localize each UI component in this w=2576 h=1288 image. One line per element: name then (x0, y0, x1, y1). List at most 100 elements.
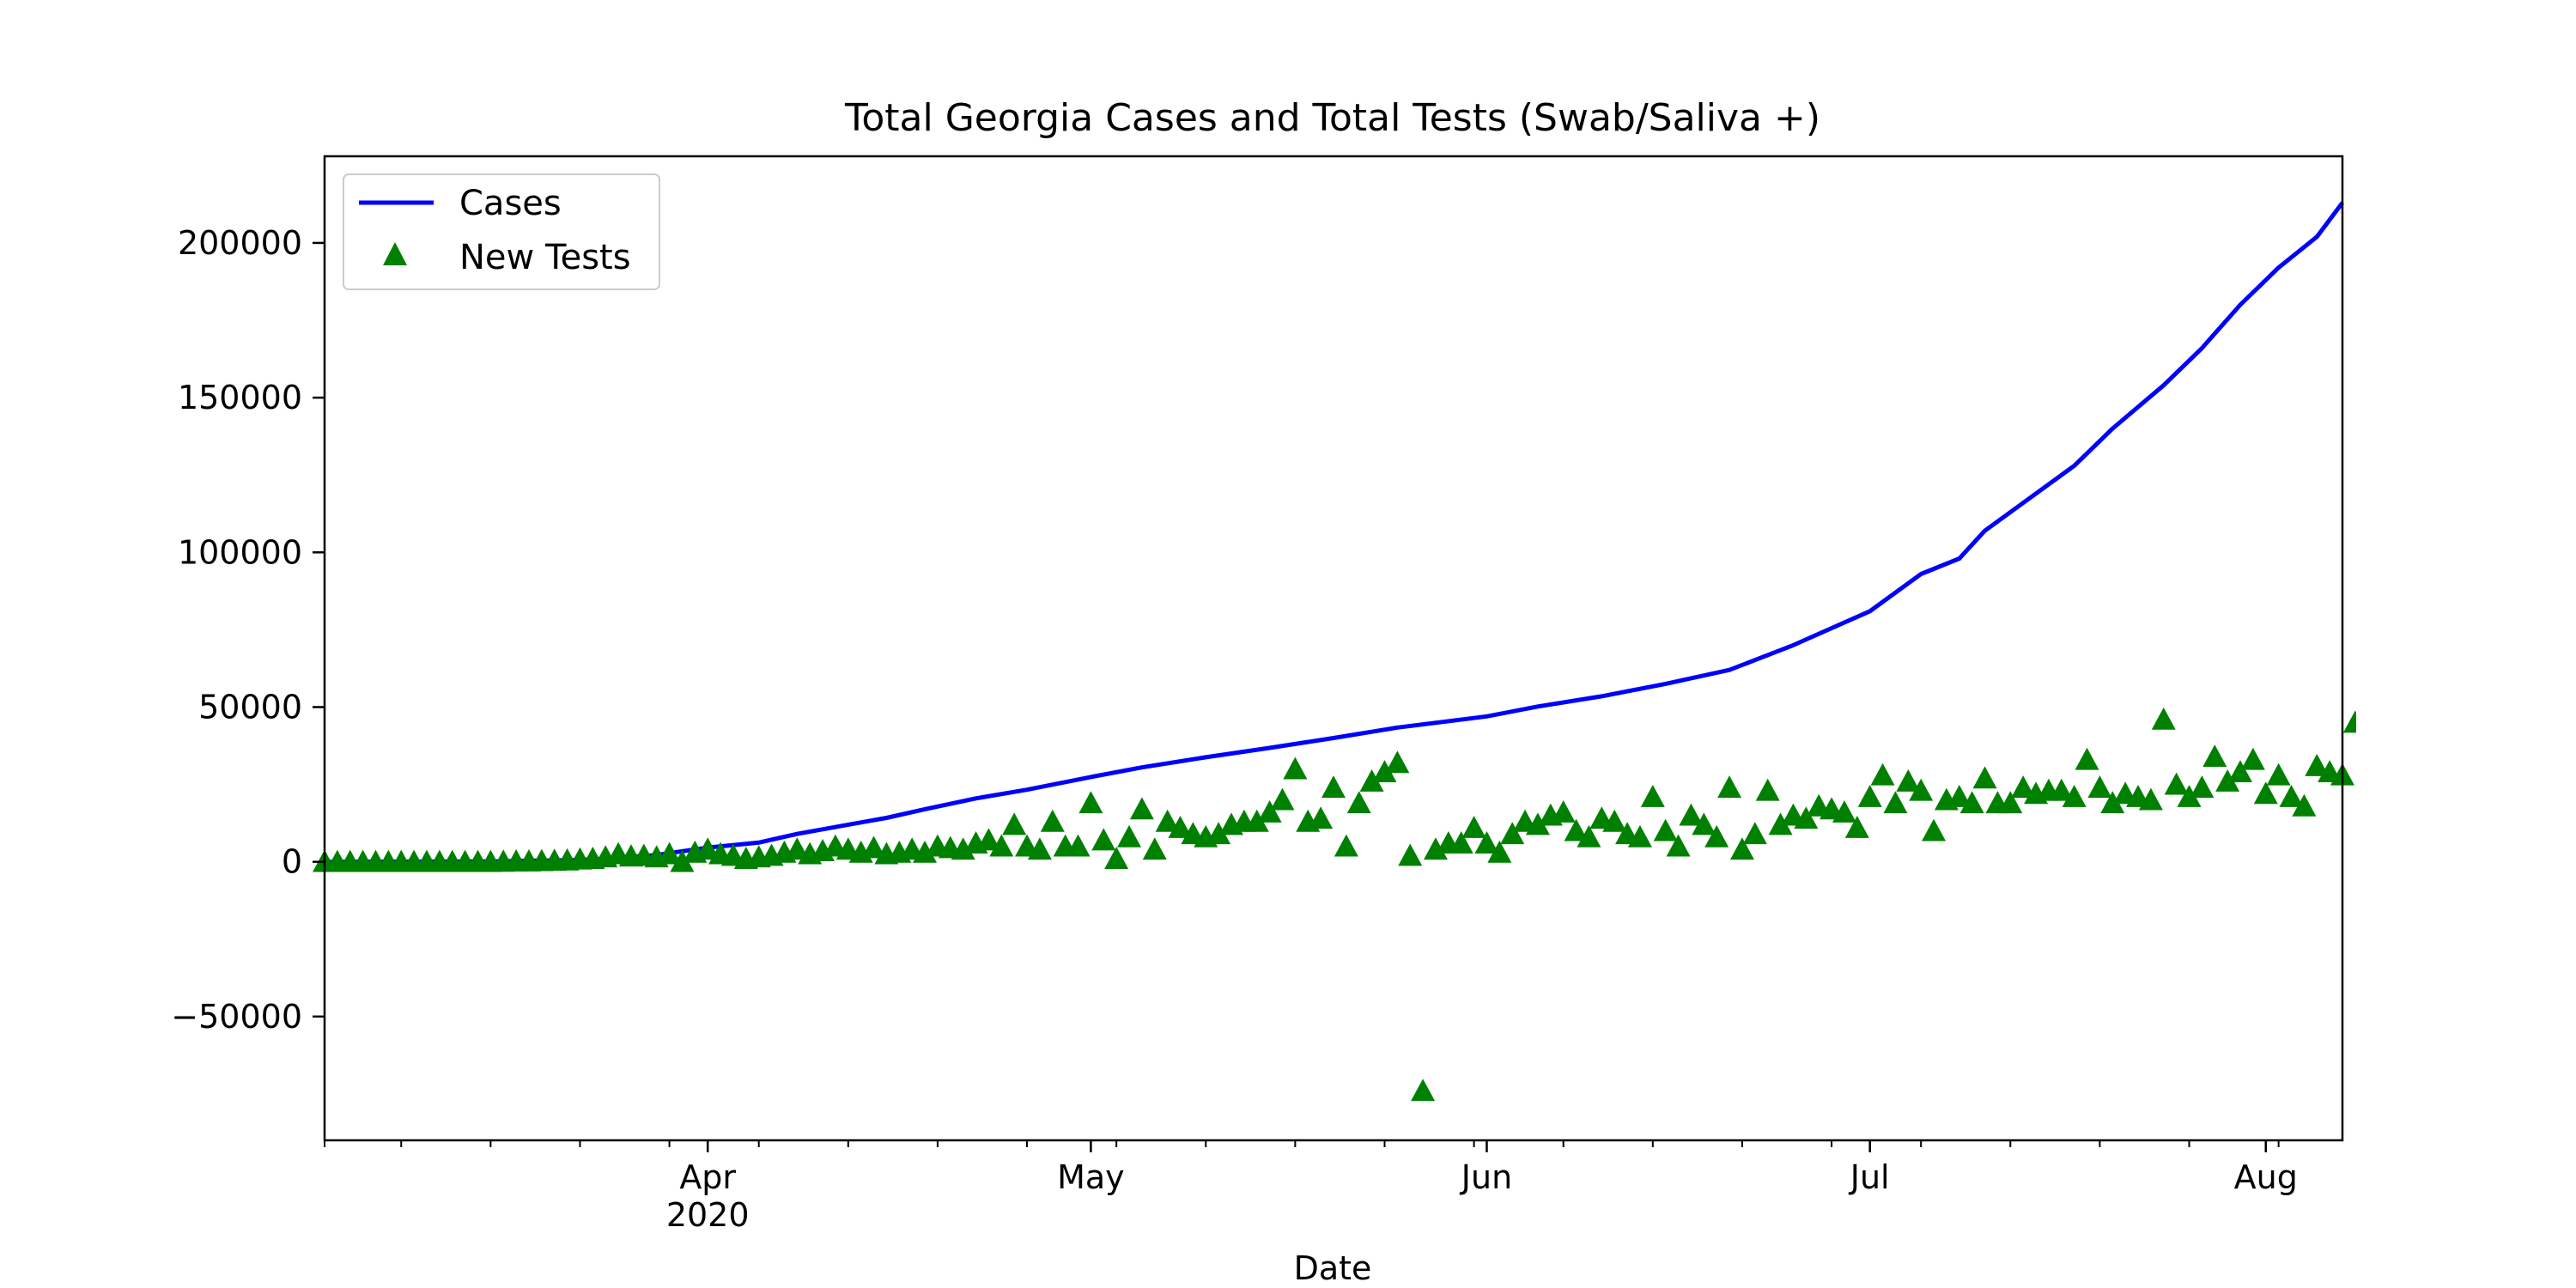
new-tests-point (1947, 784, 1971, 807)
new-tests-point (2266, 762, 2291, 786)
y-tick-label: 50000 (198, 688, 302, 726)
x-tick-sublabel: 2020 (666, 1196, 750, 1234)
new-tests-point (1129, 797, 1154, 820)
new-tests-point (1257, 800, 1282, 823)
x-tick-label: May (1057, 1158, 1125, 1196)
new-tests-point (2228, 760, 2253, 783)
new-tests-point (2253, 781, 2278, 805)
new-tests-point (1704, 824, 1729, 848)
new-tests-point (1346, 791, 1371, 814)
new-tests-point (696, 837, 720, 860)
new-tests-point (1155, 809, 1180, 832)
new-tests-point (1423, 837, 1448, 860)
new-tests-point (1653, 818, 1678, 841)
new-tests-point (1040, 809, 1065, 832)
cases-line (324, 201, 2345, 865)
new-tests-point (1883, 791, 1908, 814)
plot-frame (323, 155, 2344, 1142)
new-tests-point (1909, 778, 1934, 801)
new-tests-point (1385, 750, 1410, 774)
new-tests-point (1755, 778, 1780, 801)
new-tests-point (1627, 824, 1652, 848)
new-tests-point (1692, 812, 1716, 835)
y-tick-label: −50000 (171, 998, 302, 1036)
new-tests-point (2075, 747, 2099, 770)
x-axis-label: Date (1294, 1249, 1372, 1287)
new-tests-point (2100, 791, 2125, 814)
new-tests-point (2342, 710, 2356, 733)
new-tests-point (1717, 775, 1742, 799)
new-tests-point (1844, 816, 1869, 838)
new-tests-point (1334, 834, 1358, 857)
new-tests-point (1168, 816, 1193, 838)
x-tick-label: Aug (2234, 1158, 2298, 1196)
new-tests-point (1398, 843, 1423, 866)
new-tests-point (1857, 784, 1882, 807)
new-tests-point (1525, 812, 1550, 835)
new-tests-point (1998, 791, 2023, 814)
new-tests-point (1474, 831, 1499, 854)
new-tests-point (1206, 822, 1231, 845)
new-tests-point (1640, 784, 1665, 807)
new-tests-point (976, 828, 1001, 851)
legend: Cases New Tests (343, 173, 660, 290)
new-tests-point (1729, 837, 1754, 860)
new-tests-point (1602, 809, 1627, 832)
new-tests-point (1666, 834, 1691, 857)
new-tests-point (2240, 747, 2265, 770)
new-tests-point (2049, 778, 2074, 801)
new-tests-point (1500, 822, 1525, 845)
new-tests-point (1244, 809, 1269, 832)
new-tests-point (1832, 800, 1856, 823)
new-tests-point (2202, 744, 2227, 768)
new-tests-point (989, 834, 1014, 857)
new-tests-point (1372, 760, 1397, 783)
new-tests-point (2190, 775, 2215, 799)
x-tick-label: Jun (1460, 1158, 1512, 1196)
new-tests-point (2062, 784, 2087, 807)
new-tests-point (1922, 818, 1947, 841)
new-tests-point (1283, 756, 1308, 780)
legend-marker-new-tests (383, 242, 407, 265)
new-tests-point (1794, 806, 1819, 829)
new-tests-point (1002, 812, 1027, 835)
chart-title: Total Georgia Cases and Total Tests (Swa… (844, 96, 1820, 140)
new-tests-point (1679, 803, 1704, 826)
new-tests-point (1142, 837, 1167, 860)
new-tests-point (1972, 766, 1997, 789)
new-tests-point (1564, 818, 1589, 841)
new-tests-point (670, 849, 695, 872)
new-tests-point (2305, 753, 2330, 776)
new-tests-point (1117, 824, 1142, 848)
new-tests-point (1066, 834, 1091, 857)
new-tests-point (951, 837, 975, 860)
new-tests-point (785, 837, 810, 860)
new-tests-point (1449, 831, 1473, 854)
new-tests-point (1411, 1078, 1436, 1102)
new-tests-point (1959, 791, 1984, 814)
new-tests-point (1321, 775, 1346, 799)
y-axis: −50000 0 50000 100000 150000 200000 (171, 224, 325, 1036)
x-tick-label: Jul (1849, 1158, 1890, 1196)
new-tests-point (1270, 787, 1295, 811)
new-tests-point (1091, 828, 1116, 851)
new-tests-point (2215, 769, 2240, 792)
new-tests-point (2011, 775, 2036, 799)
y-tick-label: 150000 (178, 379, 302, 416)
new-tests-point (657, 841, 682, 865)
new-tests-point (1309, 806, 1334, 829)
new-tests-point (1359, 769, 1384, 792)
new-tests-point (2292, 793, 2317, 817)
new-tests-point (2177, 784, 2202, 807)
new-tests-point (1742, 822, 1767, 845)
plot-area (313, 201, 2356, 1102)
x-tick-label: Apr (679, 1158, 736, 1196)
legend-label-new-tests: New Tests (459, 238, 631, 277)
new-tests-point (1027, 837, 1052, 860)
new-tests-point (861, 835, 886, 859)
new-tests-point (1768, 812, 1793, 835)
new-tests-point (2151, 707, 2176, 730)
new-tests-point (1461, 816, 1486, 838)
